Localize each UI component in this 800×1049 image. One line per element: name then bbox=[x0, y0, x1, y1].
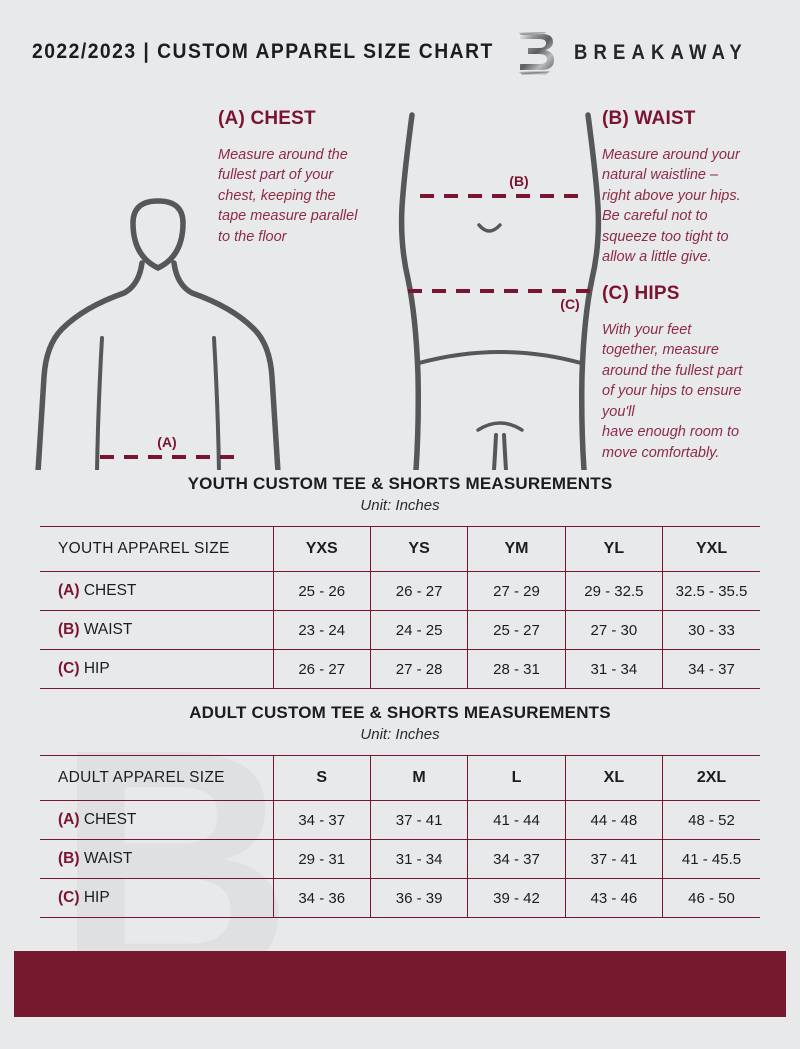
note-chest: (A) CHEST Measure around the fullest par… bbox=[218, 108, 393, 262]
hips-front-outline-icon bbox=[398, 112, 602, 470]
note-hips: (C) HIPS With your feet together, measur… bbox=[602, 283, 784, 478]
measure-value-cell: 23 - 24 bbox=[272, 610, 371, 650]
breakaway-b-monogram-icon bbox=[516, 30, 558, 76]
measure-value-cell: 37 - 41 bbox=[369, 800, 468, 840]
measure-value-cell: 34 - 37 bbox=[272, 800, 371, 840]
page-title: 2022/2023 | CUSTOM APPAREL SIZE CHART bbox=[32, 40, 494, 63]
measure-value-cell: 41 - 44 bbox=[467, 800, 566, 840]
measure-value-cell: 34 - 37 bbox=[662, 649, 760, 689]
size-header-cell: YXS bbox=[272, 526, 371, 572]
measure-value-cell: 28 - 31 bbox=[467, 649, 566, 689]
brand-name: BREAKAWAY bbox=[574, 41, 749, 64]
note-waist-body: Measure around your natural waistline – … bbox=[602, 146, 741, 266]
measure-value-cell: 27 - 30 bbox=[564, 610, 663, 650]
section-adult: ADULT CUSTOM TEE & SHORTS MEASUREMENTS U… bbox=[40, 703, 760, 918]
measurement-figures: (A) (B) (C) bbox=[0, 95, 800, 470]
measure-label-cell: (C) HIP bbox=[40, 878, 273, 918]
note-waist: (B) WAIST Measure around your natural wa… bbox=[602, 108, 782, 282]
measure-value-cell: 34 - 37 bbox=[467, 839, 566, 879]
measure-value-cell: 31 - 34 bbox=[564, 649, 663, 689]
footer-bar bbox=[14, 951, 786, 1017]
youth-size-table: YOUTH APPAREL SIZE YXS YS YM YL YXL (A) CHEST 2… bbox=[40, 526, 760, 689]
youth-section-unit: Unit: Inches bbox=[360, 497, 440, 514]
size-header-cell: YS bbox=[369, 526, 468, 572]
measure-label-cell: (A) CHEST bbox=[40, 571, 273, 611]
measure-value-cell: 29 - 32.5 bbox=[564, 571, 663, 611]
measure-value-cell: 27 - 28 bbox=[369, 649, 468, 689]
measure-label-cell: (A) CHEST bbox=[40, 800, 273, 840]
measure-value-cell: 44 - 48 bbox=[564, 800, 663, 840]
measure-value-cell: 31 - 34 bbox=[369, 839, 468, 879]
measure-mark: (B) bbox=[58, 850, 80, 867]
measure-value-cell: 25 - 27 bbox=[467, 610, 566, 650]
size-header-cell: YL bbox=[564, 526, 663, 572]
size-label-cell: YOUTH APPAREL SIZE bbox=[40, 526, 273, 572]
note-hips-body: With your feet together, measure around … bbox=[602, 321, 743, 461]
size-header-cell: XL bbox=[564, 755, 663, 801]
measure-mark: (C) bbox=[58, 660, 80, 677]
waist-measure-label: (B) bbox=[509, 173, 528, 189]
measure-mark: (A) bbox=[58, 811, 80, 828]
size-header-cell: L bbox=[467, 755, 566, 801]
adult-table-body: ADULT APPAREL SIZE S M L XL 2XL (A) CHEST 34 - … bbox=[40, 755, 760, 918]
measure-value-cell: 48 - 52 bbox=[662, 800, 760, 840]
measure-value-cell: 46 - 50 bbox=[662, 878, 760, 918]
measure-mark: (C) bbox=[58, 889, 80, 906]
size-header-cell: M bbox=[369, 755, 468, 801]
size-header-cell: YM bbox=[467, 526, 566, 572]
table-header-row: ADULT APPAREL SIZE S M L XL 2XL bbox=[40, 755, 760, 801]
measure-label-cell: (C) HIP bbox=[40, 649, 273, 689]
adult-section-title: ADULT CUSTOM TEE & SHORTS MEASUREMENTS bbox=[189, 703, 611, 722]
youth-section-title: YOUTH CUSTOM TEE & SHORTS MEASUREMENTS bbox=[187, 474, 613, 493]
measure-value-cell: 26 - 27 bbox=[369, 571, 468, 611]
measure-label-cell: (B) WAIST bbox=[40, 610, 273, 650]
adult-size-table: ADULT APPAREL SIZE S M L XL 2XL (A) CHEST 34 - … bbox=[40, 755, 760, 918]
measure-value-cell: 30 - 33 bbox=[662, 610, 760, 650]
measure-value-cell: 27 - 29 bbox=[467, 571, 566, 611]
hip-measure-label: (C) bbox=[560, 296, 579, 312]
measure-mark: (B) bbox=[58, 621, 80, 638]
table-row: (C) HIP 26 - 27 27 - 28 28 - 31 31 - 34 34 - … bbox=[40, 649, 760, 689]
measure-value-cell: 41 - 45.5 bbox=[662, 839, 760, 879]
section-youth: YOUTH CUSTOM TEE & SHORTS MEASUREMENTS U… bbox=[40, 474, 760, 689]
table-row: (C) HIP 34 - 36 36 - 39 39 - 42 43 - 46 46 - … bbox=[40, 878, 760, 918]
torso-front-outline-icon bbox=[35, 198, 281, 470]
brand-lockup: BREAKAWAY bbox=[516, 30, 772, 76]
size-header-cell: YXL bbox=[662, 526, 760, 572]
measure-value-cell: 26 - 27 bbox=[272, 649, 371, 689]
size-header-cell: S bbox=[272, 755, 371, 801]
youth-table-body: YOUTH APPAREL SIZE YXS YS YM YL YXL (A) CHEST 2… bbox=[40, 526, 760, 689]
table-row: (B) WAIST 29 - 31 31 - 34 34 - 37 37 - 41 41 … bbox=[40, 839, 760, 879]
chest-measure-label: (A) bbox=[157, 434, 176, 450]
measure-label-cell: (B) WAIST bbox=[40, 839, 273, 879]
note-chest-title: (A) CHEST bbox=[218, 108, 316, 129]
measure-value-cell: 25 - 26 bbox=[272, 571, 371, 611]
page-header: 2022/2023 | CUSTOM APPAREL SIZE CHART bbox=[0, 0, 800, 96]
size-header-cell: 2XL bbox=[662, 755, 760, 801]
table-row: (A) CHEST 25 - 26 26 - 27 27 - 29 29 - 32.5 3… bbox=[40, 571, 760, 611]
table-row: (B) WAIST 23 - 24 24 - 25 25 - 27 27 - 30 30 … bbox=[40, 610, 760, 650]
adult-section-unit: Unit: Inches bbox=[360, 726, 440, 743]
measure-value-cell: 37 - 41 bbox=[564, 839, 663, 879]
size-label-cell: ADULT APPAREL SIZE bbox=[40, 755, 273, 801]
note-chest-body: Measure around the fullest part of your … bbox=[218, 146, 358, 245]
note-hips-title: (C) HIPS bbox=[602, 283, 680, 304]
measure-value-cell: 43 - 46 bbox=[564, 878, 663, 918]
measure-value-cell: 36 - 39 bbox=[369, 878, 468, 918]
measure-value-cell: 39 - 42 bbox=[467, 878, 566, 918]
measure-mark: (A) bbox=[58, 582, 80, 599]
table-row: (A) CHEST 34 - 37 37 - 41 41 - 44 44 - 48 48 … bbox=[40, 800, 760, 840]
measure-value-cell: 34 - 36 bbox=[272, 878, 371, 918]
measure-value-cell: 24 - 25 bbox=[369, 610, 468, 650]
note-waist-title: (B) WAIST bbox=[602, 108, 696, 129]
measure-value-cell: 32.5 - 35.5 bbox=[662, 571, 760, 611]
table-header-row: YOUTH APPAREL SIZE YXS YS YM YL YXL bbox=[40, 526, 760, 572]
measure-value-cell: 29 - 31 bbox=[272, 839, 371, 879]
